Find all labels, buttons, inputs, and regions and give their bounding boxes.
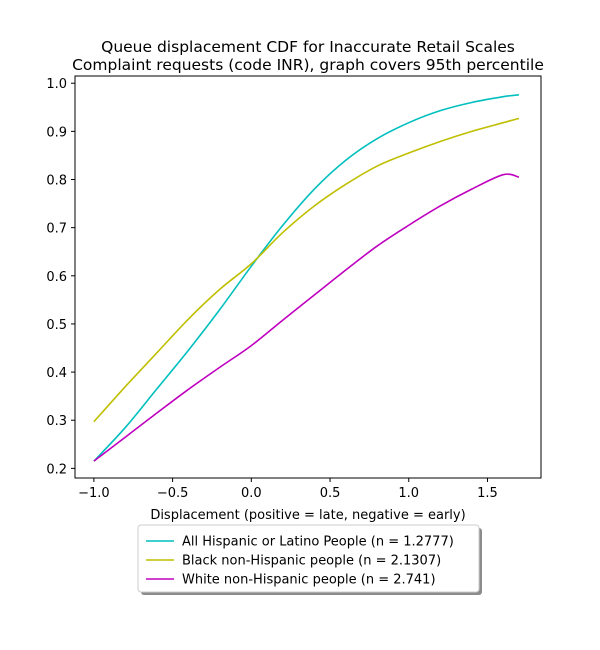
legend: All Hispanic or Latino People (n = 1.277… bbox=[137, 524, 482, 595]
y-axis: 0.2 0.3 0.4 0.5 0.6 0.7 0.8 0.9 1.0 bbox=[46, 77, 75, 477]
x-tick-label: 1.5 bbox=[477, 486, 498, 501]
y-tick-label: 0.2 bbox=[46, 462, 67, 477]
y-tick-label: 1.0 bbox=[46, 77, 67, 92]
legend-label-3: White non-Hispanic people (n = 2.741) bbox=[182, 573, 436, 588]
x-axis: −1.0 −0.5 0.0 0.5 1.0 1.5 bbox=[78, 478, 498, 501]
x-tick-label: 0.0 bbox=[241, 486, 262, 501]
series-line-3 bbox=[93, 173, 520, 462]
series-layer bbox=[93, 93, 520, 462]
legend-entries: All Hispanic or Latino People (n = 1.277… bbox=[146, 535, 454, 588]
y-tick-label: 0.5 bbox=[46, 318, 67, 333]
chart-subtitle: Complaint requests (code INR), graph cov… bbox=[72, 56, 544, 74]
x-tick-label: −0.5 bbox=[157, 486, 189, 501]
legend-label-1: All Hispanic or Latino People (n = 1.277… bbox=[182, 535, 454, 550]
x-axis-label: Displacement (positive = late, negative … bbox=[150, 508, 465, 523]
chart-title: Queue displacement CDF for Inaccurate Re… bbox=[101, 38, 515, 56]
series-line-2 bbox=[93, 117, 520, 423]
y-tick-label: 0.3 bbox=[46, 414, 67, 429]
x-tick-label: 1.0 bbox=[398, 486, 419, 501]
y-tick-label: 0.7 bbox=[46, 222, 67, 237]
y-tick-label: 0.4 bbox=[46, 366, 67, 381]
y-tick-label: 0.6 bbox=[46, 270, 67, 285]
legend-label-2: Black non-Hispanic people (n = 2.1307) bbox=[182, 554, 441, 569]
y-tick-label: 0.8 bbox=[46, 174, 67, 189]
series-line-1 bbox=[93, 93, 520, 462]
x-tick-label: 0.5 bbox=[320, 486, 341, 501]
x-tick-label: −1.0 bbox=[78, 486, 110, 501]
plot-area bbox=[74, 75, 542, 479]
plot-frame bbox=[74, 75, 542, 479]
y-tick-label: 0.9 bbox=[46, 125, 67, 140]
legend-box bbox=[137, 524, 480, 593]
